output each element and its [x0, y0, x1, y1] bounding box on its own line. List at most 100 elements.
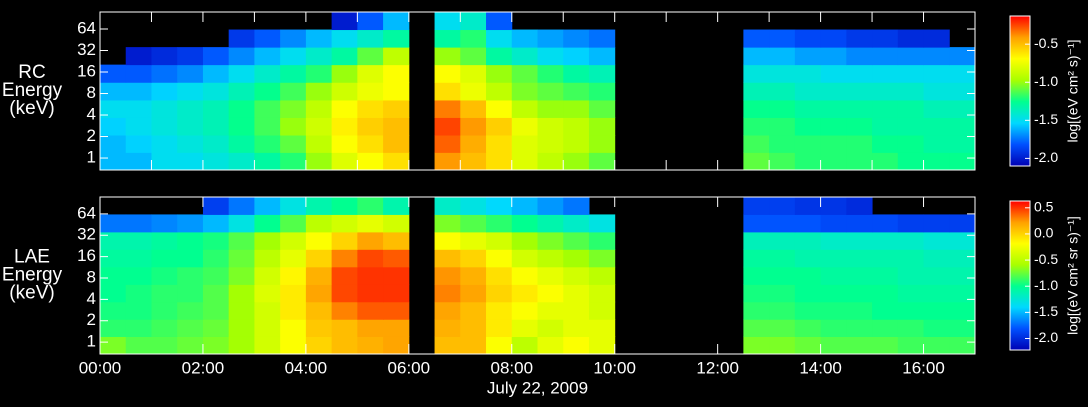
heatmap-cell — [769, 47, 796, 66]
heatmap-cell — [305, 249, 333, 268]
heatmap-cell — [125, 266, 152, 285]
heatmap-cell — [923, 231, 950, 250]
heatmap-cell — [563, 197, 590, 215]
heatmap-cell — [511, 29, 538, 48]
heatmap-cell — [486, 197, 513, 215]
heatmap-cell — [357, 197, 384, 215]
heatmap-cell — [537, 152, 564, 171]
heatmap-cell — [511, 266, 538, 285]
heatmap-cell — [254, 82, 281, 101]
heatmap-cell — [383, 197, 410, 215]
heatmap-cell — [897, 249, 925, 268]
heatmap-cell — [563, 231, 590, 250]
heatmap-cell — [177, 152, 204, 171]
heatmap-cell — [537, 82, 564, 101]
heatmap-cell — [228, 197, 255, 215]
heatmap-cell — [846, 214, 873, 233]
heatmap-cell — [511, 284, 538, 303]
heatmap-cell — [460, 64, 487, 83]
heatmap-cell — [949, 99, 976, 118]
y-tick-label: 64 — [77, 203, 96, 222]
colorbar-tick-label: -1.5 — [1034, 111, 1058, 127]
heatmap-cell — [794, 301, 822, 320]
x-tick-label: 08:00 — [490, 358, 533, 377]
x-axis-label: July 22, 2009 — [487, 378, 588, 397]
heatmap-cell — [872, 266, 899, 285]
heatmap-cell — [177, 214, 204, 233]
heatmap-cell — [434, 12, 461, 31]
heatmap-cell — [897, 152, 925, 171]
heatmap-cell — [357, 249, 384, 268]
heatmap-cell — [305, 336, 333, 355]
heatmap-cell — [460, 135, 487, 153]
heatmap-cell — [511, 301, 538, 320]
heatmap-cell — [588, 336, 616, 355]
heatmap-cell — [383, 152, 410, 171]
heatmap-cell — [923, 336, 950, 355]
colorbar-tick-label: -2.0 — [1034, 149, 1058, 165]
heatmap-cell — [280, 301, 307, 320]
heatmap-cell — [177, 135, 204, 153]
heatmap-cell — [897, 117, 925, 136]
heatmap-cell — [794, 99, 822, 118]
x-tick-label: 10:00 — [593, 358, 636, 377]
heatmap-cell — [846, 284, 873, 303]
heatmap-cell — [846, 266, 873, 285]
heatmap-cell — [280, 319, 307, 337]
heatmap-cell — [460, 214, 487, 233]
heatmap-cell — [228, 64, 255, 83]
heatmap-cell — [872, 249, 899, 268]
heatmap-cell — [331, 249, 358, 268]
heatmap-cell — [588, 135, 616, 153]
heatmap-cell — [486, 301, 513, 320]
heatmap-cell — [743, 197, 770, 215]
heatmap-cell — [949, 152, 976, 171]
heatmap-cell — [280, 29, 307, 48]
heatmap-cell — [280, 47, 307, 66]
heatmap-cell — [588, 301, 616, 320]
heatmap-cell — [125, 99, 152, 118]
heatmap-cell — [949, 336, 976, 355]
heatmap-cell — [305, 266, 333, 285]
heatmap-cell — [228, 135, 255, 153]
heatmap-cell — [511, 117, 538, 136]
heatmap-cell — [486, 82, 513, 101]
heatmap-cell — [100, 82, 127, 101]
y-tick-label: 1 — [87, 148, 96, 167]
heatmap-cell — [949, 64, 976, 83]
heatmap-cell — [897, 231, 925, 250]
heatmap-cell — [537, 29, 564, 48]
heatmap-cell — [511, 152, 538, 171]
heatmap-cell — [486, 336, 513, 355]
heatmap-cell — [563, 336, 590, 355]
heatmap-cell — [280, 197, 307, 215]
y-tick-label: 8 — [87, 267, 96, 286]
heatmap-cell — [486, 284, 513, 303]
heatmap-cell — [794, 47, 822, 66]
heatmap-cell — [460, 47, 487, 66]
x-tick-label: 12:00 — [696, 358, 739, 377]
colorbar-tick-label: -1.5 — [1034, 303, 1058, 319]
heatmap-cell — [949, 249, 976, 268]
heatmap-cell — [486, 249, 513, 268]
heatmap-cell — [846, 29, 873, 48]
heatmap-cell — [202, 64, 230, 83]
heatmap-cell — [769, 266, 796, 285]
heatmap-cell — [537, 266, 564, 285]
heatmap-cell — [769, 249, 796, 268]
heatmap-cell — [177, 99, 204, 118]
heatmap-cell — [511, 336, 538, 355]
colorbar-label: log[(eV cm² sr s)⁻¹] — [1065, 216, 1081, 335]
heatmap-cell — [949, 284, 976, 303]
heatmap-cell — [357, 135, 384, 153]
heatmap-cell — [280, 284, 307, 303]
heatmap-cell — [588, 284, 616, 303]
heatmap-cell — [769, 99, 796, 118]
heatmap-cell — [872, 99, 899, 118]
heatmap-cell — [202, 117, 230, 136]
heatmap-cell — [743, 336, 770, 355]
heatmap-cell — [331, 284, 358, 303]
heatmap-cell — [872, 284, 899, 303]
heatmap-cell — [563, 64, 590, 83]
heatmap-cell — [305, 214, 333, 233]
